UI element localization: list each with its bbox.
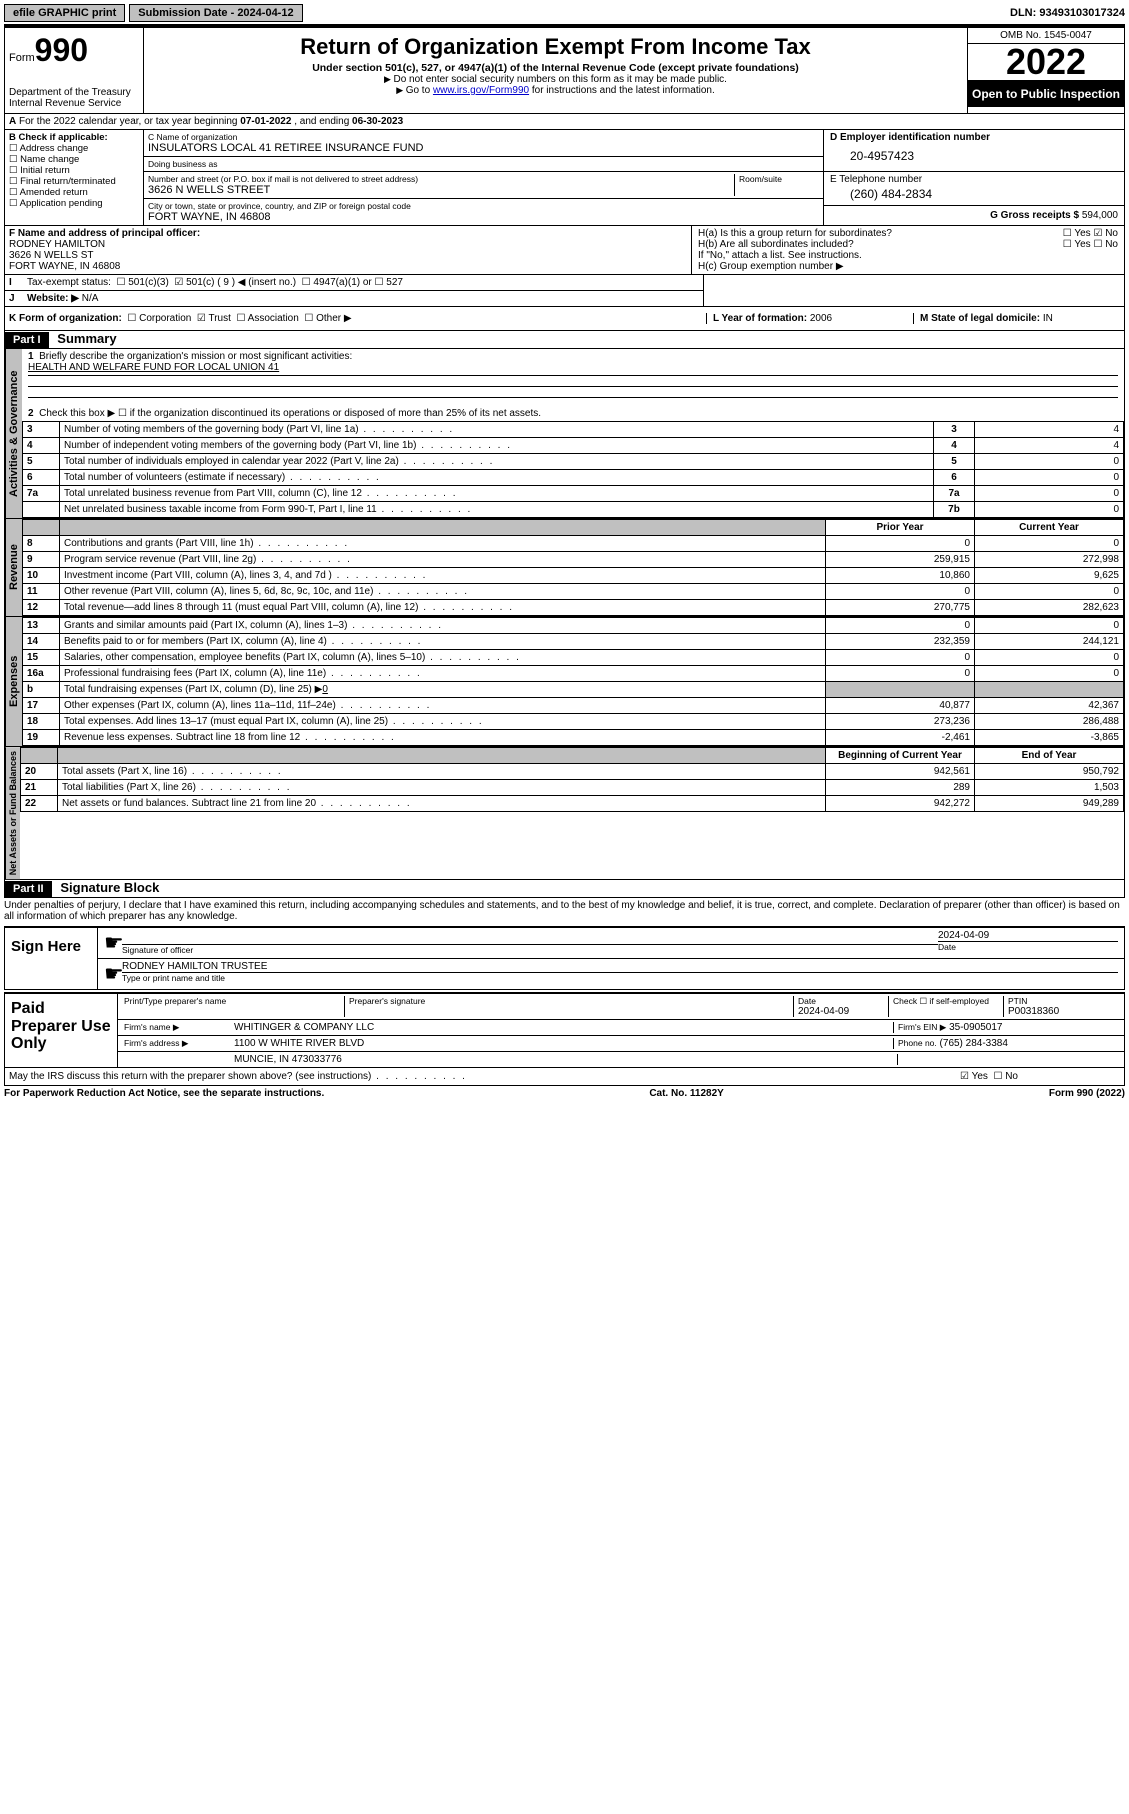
- chk-527[interactable]: 527: [375, 277, 403, 288]
- form-number: Form990: [9, 32, 139, 69]
- part2-header: Part II Signature Block: [4, 880, 1125, 898]
- note-link: Go to www.irs.gov/Form990 for instructio…: [152, 85, 959, 96]
- chk-corp[interactable]: Corporation: [127, 313, 191, 324]
- form-subtitle: Under section 501(c), 527, or 4947(a)(1)…: [152, 62, 959, 74]
- fh-block: F Name and address of principal officer:…: [4, 226, 1125, 275]
- irs-label: Internal Revenue Service: [9, 98, 139, 109]
- open-to-public: Open to Public Inspection: [968, 81, 1124, 107]
- tab-revenue: Revenue: [5, 519, 22, 616]
- chk-other[interactable]: Other ▶: [304, 313, 351, 324]
- part1-body: Activities & Governance 1 Briefly descri…: [4, 349, 1125, 519]
- officer-printed: RODNEY HAMILTON TRUSTEE: [122, 961, 1118, 972]
- chk-name-change[interactable]: Name change: [9, 154, 139, 165]
- irs-link[interactable]: www.irs.gov/Form990: [433, 85, 529, 96]
- table-revenue: Prior YearCurrent Year8Contributions and…: [22, 519, 1124, 616]
- firm-ein: 35-0905017: [949, 1022, 1002, 1033]
- chk-amended[interactable]: Amended return: [9, 187, 139, 198]
- table-expenses: 13Grants and similar amounts paid (Part …: [22, 617, 1124, 746]
- hb-no[interactable]: No: [1093, 239, 1118, 250]
- ein: 20-4957423: [830, 143, 1118, 169]
- firm-name: WHITINGER & COMPANY LLC: [234, 1022, 893, 1033]
- submission-date: Submission Date - 2024-04-12: [129, 4, 302, 22]
- table-net-assets: Beginning of Current YearEnd of Year20To…: [20, 747, 1124, 812]
- form-header: Form990 Department of the Treasury Inter…: [4, 27, 1125, 114]
- efile-button[interactable]: efile GRAPHIC print: [4, 4, 125, 22]
- chk-final-return[interactable]: Final return/terminated: [9, 176, 139, 187]
- firm-address1: 1100 W WHITE RIVER BLVD: [234, 1038, 893, 1049]
- part1-header: Part I Summary: [4, 331, 1125, 349]
- gross-receipts: 594,000: [1082, 210, 1118, 221]
- box-c: C Name of organization INSULATORS LOCAL …: [144, 130, 823, 225]
- discuss-yes[interactable]: Yes: [960, 1071, 988, 1082]
- year-formation: 2006: [810, 313, 832, 324]
- prep-date: 2024-04-09: [798, 1006, 888, 1017]
- chk-initial-return[interactable]: Initial return: [9, 165, 139, 176]
- state-domicile: IN: [1043, 313, 1053, 324]
- city: FORT WAYNE, IN 46808: [148, 211, 819, 223]
- topbar: efile GRAPHIC print Submission Date - 20…: [4, 4, 1125, 22]
- chk-self-employed[interactable]: Check ☐ if self-employed: [889, 996, 1004, 1017]
- sig-date: 2024-04-09: [938, 930, 1118, 941]
- ha-yes[interactable]: Yes: [1063, 228, 1091, 239]
- telephone: (260) 484-2834: [830, 185, 1118, 203]
- hb-yes[interactable]: Yes: [1063, 239, 1091, 250]
- officer-name: RODNEY HAMILTON: [9, 239, 687, 250]
- footer: For Paperwork Reduction Act Notice, see …: [4, 1086, 1125, 1099]
- dept-treasury: Department of the Treasury: [9, 87, 139, 98]
- ptin: P00318360: [1008, 1006, 1118, 1017]
- officer-street: 3626 N WELLS ST: [9, 250, 687, 261]
- perjury-declaration: Under penalties of perjury, I declare th…: [4, 898, 1125, 924]
- signature-block: Sign Here ☛ Signature of officer 2024-04…: [4, 926, 1125, 990]
- note-ssn: Do not enter social security numbers on …: [152, 74, 959, 85]
- chk-address-change[interactable]: Address change: [9, 143, 139, 154]
- line-a-period: A For the 2022 calendar year, or tax yea…: [4, 114, 1125, 130]
- discuss-no[interactable]: No: [993, 1071, 1018, 1082]
- street: 3626 N WELLS STREET: [148, 184, 734, 196]
- table-ag: 3Number of voting members of the governi…: [22, 421, 1124, 518]
- tab-expenses: Expenses: [5, 617, 22, 746]
- chk-app-pending[interactable]: Application pending: [9, 198, 139, 209]
- chk-501c[interactable]: 501(c) ( 9 ) ◀ (insert no.): [174, 277, 296, 288]
- chk-assoc[interactable]: Association: [236, 313, 298, 324]
- dln: DLN: 93493103017324: [1010, 7, 1125, 19]
- chk-501c3[interactable]: 501(c)(3): [116, 277, 168, 288]
- firm-address2: MUNCIE, IN 473033776: [234, 1054, 897, 1065]
- entity-block: B Check if applicable: Address change Na…: [4, 130, 1125, 226]
- sign-here-label: Sign Here: [5, 928, 98, 989]
- officer-city: FORT WAYNE, IN 46808: [9, 261, 687, 272]
- chk-trust[interactable]: Trust: [197, 313, 231, 324]
- hc-group-exemption: H(c) Group exemption number ▶: [698, 261, 1118, 272]
- org-name: INSULATORS LOCAL 41 RETIREE INSURANCE FU…: [148, 142, 819, 154]
- ha-no[interactable]: No: [1093, 228, 1118, 239]
- paid-preparer-block: Paid Preparer Use Only Print/Type prepar…: [4, 992, 1125, 1068]
- tab-net-assets: Net Assets or Fund Balances: [5, 747, 20, 879]
- tab-activities-governance: Activities & Governance: [5, 349, 22, 518]
- website: N/A: [82, 293, 99, 304]
- mission: HEALTH AND WELFARE FUND FOR LOCAL UNION …: [28, 362, 279, 373]
- discuss-row: May the IRS discuss this return with the…: [4, 1068, 1125, 1086]
- form-title: Return of Organization Exempt From Incom…: [152, 34, 959, 60]
- tax-year: 2022: [968, 44, 1124, 81]
- box-b: B Check if applicable: Address change Na…: [5, 130, 144, 225]
- chk-4947[interactable]: 4947(a)(1) or: [302, 277, 372, 288]
- paid-preparer-label: Paid Preparer Use Only: [5, 994, 118, 1067]
- firm-phone: (765) 284-3384: [940, 1038, 1008, 1049]
- box-de: D Employer identification number 20-4957…: [823, 130, 1124, 225]
